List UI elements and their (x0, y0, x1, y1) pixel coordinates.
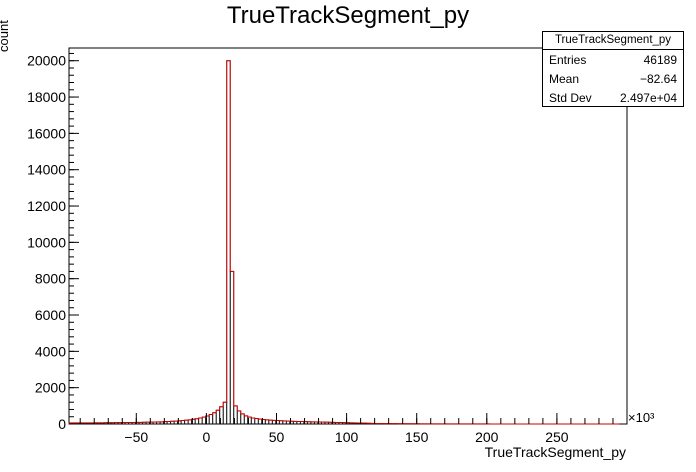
y-tick-label: 0 (58, 416, 66, 432)
x-tick-label: 150 (405, 429, 429, 445)
histogram-bar (268, 419, 273, 425)
stats-row-stddev: Std Dev 2.497e+04 (543, 89, 683, 107)
x-tick-label: 200 (475, 429, 499, 445)
stats-box: TrueTrackSegment_py Entries 46189 Mean −… (542, 31, 684, 107)
histogram-bar (229, 271, 235, 425)
histogram-outline (68, 60, 620, 425)
y-tick-label: 2000 (35, 380, 66, 396)
histogram-bar (240, 413, 245, 425)
y-tick-label: 4000 (35, 343, 66, 359)
x-tick-label: −50 (124, 429, 148, 445)
x-tick-label: 100 (335, 429, 359, 445)
histogram-bar (271, 419, 277, 425)
stats-label: Entries (549, 53, 587, 67)
stats-box-title: TrueTrackSegment_py (543, 32, 683, 50)
stats-label: Std Dev (549, 91, 592, 105)
histogram-bar (257, 418, 263, 425)
y-tick-label: 14000 (27, 162, 66, 178)
y-tick-label: 20000 (27, 53, 66, 69)
histogram-bar (187, 419, 193, 425)
histogram-bar (250, 417, 256, 425)
y-tick-label: 12000 (27, 198, 66, 214)
histogram-bar (208, 414, 214, 425)
x-axis-label: TrueTrackSegment_py (484, 444, 626, 460)
x-axis-multiplier: ×10³ (628, 410, 655, 425)
stats-row-entries: Entries 46189 (543, 51, 683, 69)
stats-row-mean: Mean −82.64 (543, 70, 683, 88)
stats-value: 46189 (643, 53, 677, 67)
y-tick-label: 10000 (27, 234, 66, 250)
histogram-bar (180, 420, 186, 425)
chart-title: TrueTrackSegment_py (226, 2, 470, 29)
y-tick-label: 8000 (35, 271, 66, 287)
y-axis-label: count (0, 20, 11, 52)
y-tick-label: 6000 (35, 307, 66, 323)
histogram-bar (198, 417, 203, 425)
histogram-bar (254, 418, 259, 425)
histogram-bar (243, 415, 249, 425)
x-tick-label: 50 (269, 429, 285, 445)
histogram-bar (264, 419, 270, 425)
stats-label: Mean (549, 72, 580, 86)
histogram-bar (215, 409, 221, 425)
histogram-bar (236, 410, 242, 425)
histogram-bar (222, 401, 228, 425)
histogram-bar (212, 412, 217, 425)
histogram-bar (201, 416, 207, 425)
histogram-bar (184, 419, 189, 425)
histogram-bar (194, 418, 200, 425)
histogram-bar (226, 60, 231, 425)
y-tick-label: 18000 (27, 89, 66, 105)
stats-value: −82.64 (639, 72, 677, 86)
x-tick-label: 250 (545, 429, 569, 445)
x-tick-label: 0 (202, 429, 210, 445)
stats-value: 2.497e+04 (619, 91, 677, 105)
y-tick-label: 16000 (27, 125, 66, 141)
